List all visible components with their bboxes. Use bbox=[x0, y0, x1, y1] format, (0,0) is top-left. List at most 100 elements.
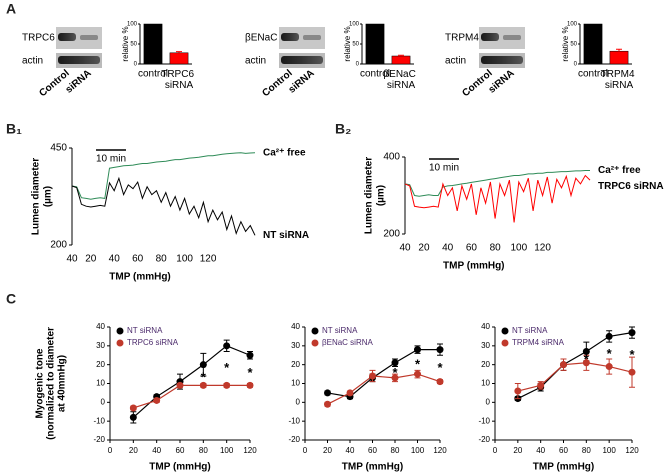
x-tick-label: 20 bbox=[129, 446, 138, 455]
y-tick-label: 50 bbox=[352, 42, 359, 48]
band-label: actin bbox=[22, 56, 43, 67]
data-point bbox=[560, 361, 567, 369]
legend-label: TRPC6 siRNA bbox=[127, 338, 179, 347]
data-point bbox=[324, 389, 331, 397]
series-line bbox=[327, 373, 441, 405]
panel-label: B₁ bbox=[6, 121, 22, 137]
x-axis-label: TMP (mmHg) bbox=[109, 272, 170, 283]
y-tick-label: 0 bbox=[486, 397, 491, 406]
y-axis-label: (µm) bbox=[43, 186, 54, 207]
error-bar bbox=[616, 48, 622, 52]
data-point bbox=[514, 387, 522, 395]
trace-line bbox=[71, 152, 256, 200]
blot-band bbox=[481, 33, 499, 41]
data-point bbox=[537, 381, 545, 389]
data-point bbox=[223, 342, 231, 350]
x-tick-label: 0 bbox=[303, 446, 308, 455]
y-tick-label: -20 bbox=[93, 435, 105, 444]
legend-marker bbox=[311, 327, 319, 335]
y-axis-label: Lumen diameter bbox=[31, 158, 42, 235]
blot-band bbox=[281, 33, 299, 41]
significance-mark: * bbox=[224, 360, 230, 375]
x-tick-label: control bbox=[138, 69, 168, 80]
legend-label: TRPM4 siRNA bbox=[512, 338, 565, 347]
y-tick-label: 20 bbox=[291, 360, 300, 369]
y-tick-label: 0 bbox=[101, 397, 106, 406]
significance-mark: * bbox=[584, 352, 590, 367]
y-tick-label: 50 bbox=[570, 42, 577, 48]
significance-mark: * bbox=[437, 360, 443, 375]
y-axis-label: Lumen diameter bbox=[364, 157, 375, 234]
y-tick-label: 200 bbox=[50, 240, 67, 251]
bar bbox=[169, 52, 189, 65]
legend-label: NT siRNA bbox=[512, 326, 548, 335]
trace-line bbox=[404, 174, 591, 223]
data-point bbox=[436, 346, 444, 354]
y-axis-label: Myogenic tone bbox=[35, 348, 46, 418]
data-point bbox=[199, 381, 207, 389]
y-tick-label: 400 bbox=[383, 152, 400, 163]
x-tick-label: 40 bbox=[66, 254, 78, 265]
data-point bbox=[605, 363, 613, 371]
data-point bbox=[153, 396, 161, 404]
band-label: βENaC bbox=[245, 33, 277, 44]
x-tick-label: 100 bbox=[220, 446, 234, 455]
y-tick-label: 40 bbox=[291, 322, 300, 331]
bar bbox=[583, 23, 603, 65]
x-tick-label: 100 bbox=[176, 254, 193, 265]
x-tick-label: 40 bbox=[109, 254, 121, 265]
y-tick-label: 30 bbox=[96, 341, 105, 350]
data-point bbox=[605, 332, 613, 340]
x-tick-label: 20 bbox=[85, 254, 97, 265]
x-tick-label: 40 bbox=[152, 446, 161, 455]
x-axis-label: TMP (mmHg) bbox=[149, 462, 210, 473]
scale-bar-label: 10 min bbox=[96, 154, 126, 165]
lane-label: siRNA bbox=[64, 68, 94, 96]
legend-marker bbox=[311, 339, 319, 347]
x-tick-label: 60 bbox=[368, 446, 377, 455]
legend-marker bbox=[116, 339, 124, 347]
lane-label: siRNA bbox=[287, 68, 317, 96]
x-tick-label: 100 bbox=[511, 243, 528, 254]
y-tick-label: 450 bbox=[50, 143, 67, 154]
legend-label: βENaC siRNA bbox=[322, 338, 373, 347]
data-point bbox=[346, 389, 354, 397]
x-tick-label: 60 bbox=[176, 446, 185, 455]
data-point bbox=[628, 368, 636, 376]
y-tick-label: 20 bbox=[481, 360, 490, 369]
y-tick-label: 10 bbox=[96, 379, 105, 388]
y-axis-label: at 40mmHg) bbox=[57, 355, 68, 412]
x-tick-label: 120 bbox=[433, 446, 447, 455]
legend-marker bbox=[501, 327, 509, 335]
series-label: TRPC6 siRNA bbox=[598, 181, 664, 192]
data-point bbox=[129, 413, 137, 421]
x-tick-label: 120 bbox=[243, 446, 257, 455]
series-label: NT siRNA bbox=[263, 230, 309, 241]
blot-band bbox=[58, 33, 76, 41]
band-label: actin bbox=[445, 56, 466, 67]
blot-band bbox=[481, 56, 523, 64]
y-tick-label: 0 bbox=[134, 62, 138, 68]
blot-band bbox=[58, 56, 100, 64]
y-tick-label: 10 bbox=[481, 379, 490, 388]
y-tick-label: 50 bbox=[130, 42, 137, 48]
x-tick-label: 0 bbox=[108, 446, 113, 455]
legend-marker bbox=[501, 339, 509, 347]
y-tick-label: 20 bbox=[96, 360, 105, 369]
x-tick-label: 40 bbox=[346, 446, 355, 455]
trace-line bbox=[71, 176, 256, 236]
series-line bbox=[132, 345, 251, 418]
y-tick-label: 100 bbox=[127, 22, 138, 28]
y-tick-label: 40 bbox=[481, 322, 490, 331]
blot-band bbox=[56, 27, 102, 49]
legend-label: NT siRNA bbox=[127, 326, 163, 335]
band-label: actin bbox=[245, 56, 266, 67]
y-tick-label: 0 bbox=[296, 397, 301, 406]
y-axis-label: relative % bbox=[343, 26, 352, 61]
significance-mark: * bbox=[201, 369, 207, 384]
x-tick-label: 20 bbox=[323, 446, 332, 455]
x-axis-label: TMP (mmHg) bbox=[443, 261, 504, 272]
scale-bar-label: 10 min bbox=[429, 163, 459, 174]
series-label: Ca²⁺ free bbox=[263, 147, 306, 158]
x-tick-label: 40 bbox=[536, 446, 545, 455]
